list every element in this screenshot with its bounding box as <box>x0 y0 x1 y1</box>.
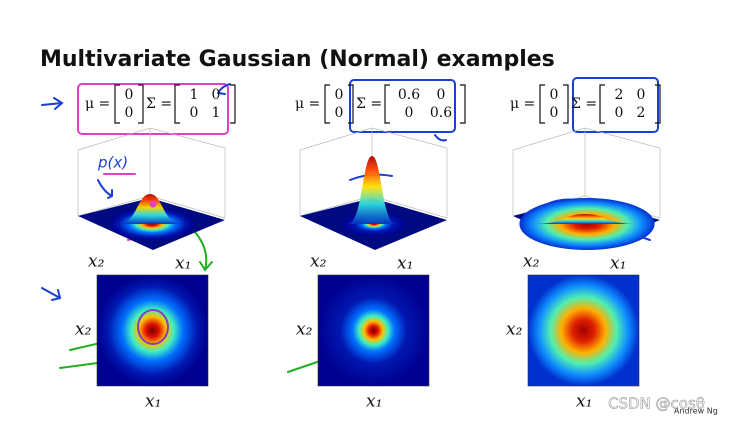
bracket <box>230 84 236 124</box>
matrix-entry: 0 <box>550 87 559 103</box>
matrix-entry: 0 <box>212 87 221 103</box>
axes-box <box>512 127 661 219</box>
bracket <box>138 84 144 124</box>
bracket <box>460 84 466 124</box>
pen-mark <box>434 134 447 142</box>
x1-label: x₁ <box>145 392 161 412</box>
sigma-label: Σ = <box>356 96 382 112</box>
pen-text: p(x) <box>97 154 128 172</box>
mu-label: μ = <box>85 96 110 112</box>
watermark: CSDN @cosθ <box>608 395 705 413</box>
matrix-entry: 0 <box>550 105 559 121</box>
pen-box <box>77 83 229 135</box>
pen-arrow <box>97 179 113 199</box>
x2-label: x₂ <box>506 320 523 340</box>
surface-peak <box>533 214 637 224</box>
x2-label: x₂ <box>88 252 105 272</box>
matrix-entry: 0 <box>125 87 134 103</box>
footer: Andrew Ng <box>674 407 718 416</box>
pen-arrow <box>41 97 64 110</box>
matrix-entry: 1 <box>212 105 221 121</box>
matrix-entry: 0 <box>335 87 344 103</box>
heatmap <box>527 274 640 387</box>
matrix-entry: 0 <box>335 105 344 121</box>
mu-label: μ = <box>510 96 535 112</box>
matrix-entry: 0 <box>437 87 446 103</box>
matrix-entry: 0 <box>637 87 646 103</box>
bracket <box>348 84 354 124</box>
pen-dot <box>149 200 157 208</box>
matrix-entry: 0 <box>405 105 414 121</box>
x1-label: x₁ <box>366 392 382 412</box>
mu-label: μ = <box>295 96 320 112</box>
pen-box <box>572 77 659 133</box>
matrix-entry: 0 <box>615 105 624 121</box>
x2-label: x₂ <box>75 320 92 340</box>
pen-contour <box>137 309 169 345</box>
bracket <box>563 84 569 124</box>
matrix-entry: 0 <box>190 105 199 121</box>
pen-arrow <box>194 231 213 272</box>
pen-arrow <box>217 83 231 95</box>
x1-label: x₁ <box>576 392 592 412</box>
slide-title: Multivariate Gaussian (Normal) examples <box>40 47 555 72</box>
bracket <box>324 84 330 124</box>
bracket <box>384 84 390 124</box>
x1-label: x₁ <box>175 254 191 274</box>
x1-label: x₁ <box>610 254 626 274</box>
sigma-label: Σ = <box>146 96 172 112</box>
heatmap <box>96 274 209 387</box>
bracket <box>114 84 120 124</box>
surface-peak <box>348 156 396 224</box>
surface-peak <box>118 194 182 224</box>
heatmap <box>317 274 430 387</box>
matrix-entry: 0.6 <box>398 87 420 103</box>
pen-box <box>349 79 456 133</box>
matrix-entry: 1 <box>190 87 199 103</box>
bracket <box>539 84 545 124</box>
matrix-entry: 0 <box>125 105 134 121</box>
pen-arrow <box>41 287 62 301</box>
bracket <box>655 84 661 124</box>
matrix-entry: 2 <box>637 105 646 121</box>
x2-label: x₂ <box>523 252 540 272</box>
x2-label: x₂ <box>310 252 327 272</box>
matrix-entry: 0.6 <box>430 105 452 121</box>
x1-label: x₁ <box>397 254 413 274</box>
bracket <box>599 84 605 124</box>
sigma-label: Σ = <box>571 96 597 112</box>
x2-label: x₂ <box>296 320 313 340</box>
bracket <box>174 84 180 124</box>
matrix-entry: 2 <box>615 87 624 103</box>
